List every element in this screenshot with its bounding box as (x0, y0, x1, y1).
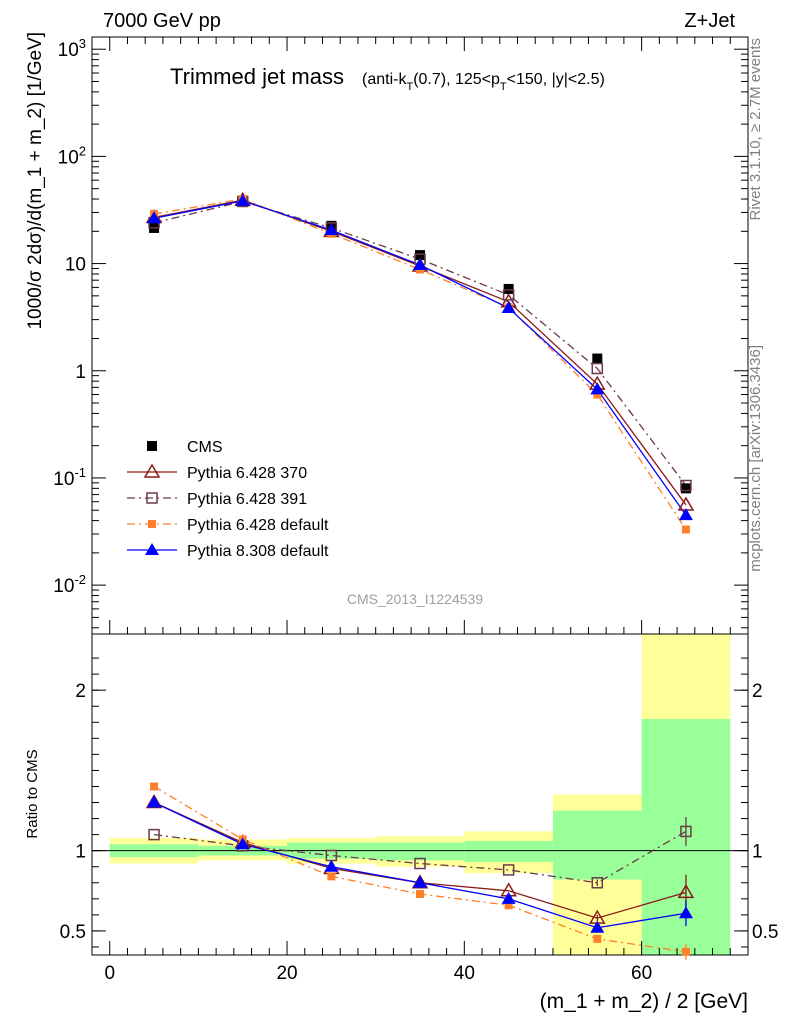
legend-label: Pythia 6.428 370 (187, 465, 307, 482)
ratio-y-axis-title: Ratio to CMS (24, 749, 41, 838)
ratio-data-point (681, 947, 690, 956)
legend-marker (146, 492, 158, 504)
legend-label: CMS (187, 439, 223, 456)
x-tick-label: 0 (104, 963, 115, 984)
ratio-data-point (414, 857, 426, 870)
ratio-data-point (150, 782, 159, 791)
legend-marker (148, 520, 156, 528)
main-data-point (147, 211, 162, 224)
main-data-point (324, 223, 339, 236)
y-tick-label: 10-2 (53, 572, 86, 597)
main-data-point (235, 193, 250, 206)
main-data-point (590, 382, 605, 395)
axes-frame: 10-2 10-1 1 10 102 103 0 20 40 60 0.5 0.5 1 1 2 2 (53, 36, 778, 984)
legend-label: Pythia 6.428 391 (187, 491, 307, 508)
main-data-point (415, 250, 425, 261)
ratio-data-point (147, 795, 162, 808)
main-data-point (678, 508, 693, 521)
ratio-data-point (502, 864, 515, 876)
main-data-point (503, 283, 514, 294)
ratio-data-point (413, 875, 427, 888)
y-axis-title: 1000/σ 2dσ)/d(m_1 + m_2) [1/GeV] (25, 32, 46, 330)
process-label: Z+Jet (684, 10, 735, 32)
analysis-watermark: CMS_2013_I1224539 (347, 591, 483, 607)
x-tick-label: 40 (454, 963, 475, 984)
legend-label: Pythia 6.428 default (187, 517, 329, 534)
mcplots-label: mcplots.cern.ch [arXiv:1306.3436] (747, 345, 764, 572)
ratio-data-point (416, 890, 424, 899)
main-data-point (593, 390, 602, 399)
main-data-point (681, 525, 690, 534)
legend-marker (143, 463, 161, 478)
legend-marker (145, 543, 159, 555)
ratio-data-point (148, 828, 160, 841)
main-data-point (413, 257, 427, 270)
ratio-tick-label-right: 1 (752, 842, 763, 863)
legend-marker (147, 441, 157, 451)
band-green (552, 810, 642, 880)
energy-label: 7000 GeV pp (103, 10, 221, 32)
legend-label: Pythia 8.308 default (187, 543, 329, 560)
ratio-tick-label: 2 (75, 681, 86, 702)
ratio-data-point (235, 837, 250, 850)
x-tick-label: 20 (276, 963, 297, 984)
main-data-point (502, 289, 515, 301)
y-tick-label: 10-1 (53, 465, 86, 490)
y-tick-label: 102 (58, 143, 86, 168)
main-data-point (591, 362, 604, 375)
main-data-point (680, 479, 692, 492)
ratio-data-point (680, 825, 692, 838)
ratio-tick-label-right: 2 (752, 681, 763, 702)
band-green (464, 841, 553, 862)
main-data-point (501, 301, 516, 314)
y-tick-label: 10 (65, 255, 86, 276)
ratio-data-point (324, 859, 339, 872)
ratio-data-point (327, 872, 336, 881)
main-series-line (153, 199, 687, 506)
ratio-data-point (678, 906, 693, 919)
ratio-data-point (501, 891, 516, 904)
ratio-tick-label-right: 0.5 (752, 922, 778, 943)
ratio-data-point (593, 934, 602, 943)
series-markers (145, 191, 695, 960)
band-green (375, 842, 465, 861)
ratio-frame (91, 633, 749, 956)
ratio-data-point (590, 920, 605, 933)
ratio-tick-label: 1 (75, 842, 86, 863)
main-data-point (680, 483, 691, 494)
x-axis-title: (m_1 + m_2) / 2 [GeV] (540, 990, 748, 1013)
ratio-uncertainty-bands (109, 634, 731, 955)
main-series-line (153, 200, 687, 486)
y-tick-label: 1 (75, 362, 86, 383)
chart-text: 7000 GeV pp Z+Jet Trimmed jet mass (anti… (24, 10, 764, 1013)
ratio-tick-label: 0.5 (60, 922, 86, 943)
ratio-data-point (677, 883, 695, 899)
main-data-point (592, 353, 603, 364)
rivet-label: Rivet 3.1.10, ≥ 2.7M events (747, 38, 764, 221)
ratio-data-point (591, 877, 604, 889)
y-tick-label: 103 (58, 36, 86, 61)
chart-subtitle: (anti-kT(0.7), 125<pT<150, |y|<2.5) (362, 71, 605, 93)
legend: CMS Pythia 6.428 370 Pythia 6.428 391 Pythi… (127, 439, 329, 560)
ratio-data-point (504, 901, 513, 910)
chart-title: Trimmed jet mass (170, 64, 344, 89)
x-tick-label: 60 (631, 963, 652, 984)
